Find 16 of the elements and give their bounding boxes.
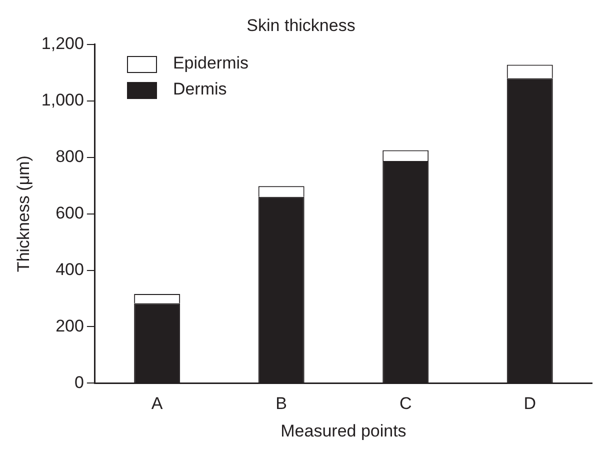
x-axis-title: Measured points (280, 421, 406, 440)
y-tick-label: 0 (74, 372, 84, 392)
y-tick-label: 1,200 (41, 34, 84, 54)
y-tick-label: 200 (56, 316, 84, 336)
x-tick-label: D (524, 394, 536, 414)
y-tick-label: 1,000 (41, 90, 84, 110)
x-tick-label: A (151, 394, 164, 414)
y-tick-label: 600 (56, 203, 84, 222)
y-axis-title: Thickness (μm) (14, 156, 33, 272)
x-tick-label: B (276, 394, 288, 414)
legend-label: Epidermis (172, 54, 249, 73)
y-tick-label: 400 (56, 260, 84, 279)
legend-label: Dermis (172, 80, 227, 99)
x-tick-label: C (399, 394, 412, 414)
y-tick-label: 800 (56, 147, 84, 166)
chart-title: Skin thickness (246, 16, 356, 35)
